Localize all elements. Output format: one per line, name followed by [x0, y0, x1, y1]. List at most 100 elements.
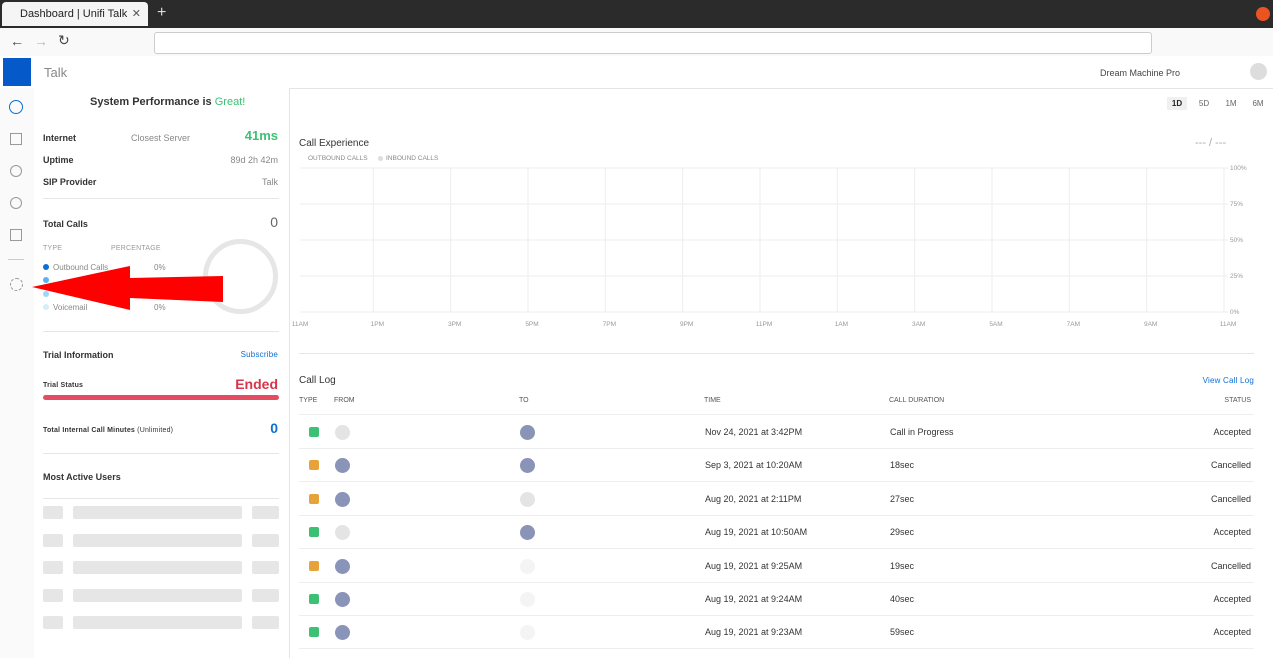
- forward-button[interactable]: →: [34, 33, 48, 49]
- call-time: Aug 19, 2021 at 9:23AM: [705, 627, 803, 638]
- tab-bar: [0, 0, 1273, 28]
- placeholder: [252, 506, 279, 519]
- app-name: Talk: [44, 65, 68, 80]
- x-label: 3PM: [448, 321, 461, 328]
- call-status: Accepted: [1213, 594, 1251, 604]
- nav-divider: [8, 259, 24, 260]
- performance-status: Great!: [214, 96, 246, 108]
- nav-dashboard[interactable]: [9, 100, 23, 114]
- call-type-icon: [309, 560, 319, 571]
- call-experience-summary: --- / ---: [1195, 137, 1227, 149]
- from-icon: [335, 458, 350, 474]
- divider: [299, 448, 1254, 449]
- address-bar[interactable]: [154, 32, 1152, 54]
- divider: [43, 331, 279, 332]
- device-name[interactable]: Dream Machine Pro: [1100, 68, 1181, 78]
- range-button[interactable]: 5D: [1198, 99, 1210, 108]
- from-icon: [335, 525, 350, 541]
- from-icon: [335, 558, 350, 574]
- legend-label: INBOUND CALLS: [386, 155, 439, 162]
- new-tab-button[interactable]: +: [157, 4, 167, 21]
- call-status: Accepted: [1213, 527, 1251, 538]
- call-time: Nov 24, 2021 at 3:42PM: [705, 427, 803, 437]
- nav-settings[interactable]: [10, 278, 23, 291]
- divider: [299, 615, 1254, 616]
- column-header: FROM: [334, 397, 355, 404]
- call-status: Cancelled: [1210, 460, 1251, 471]
- user-avatar[interactable]: [1250, 63, 1267, 80]
- divider: [299, 481, 1254, 483]
- call-duration: 18sec: [890, 460, 915, 471]
- divider: [299, 353, 1254, 354]
- x-label: 7PM: [603, 321, 616, 328]
- to-icon: [520, 425, 535, 440]
- nav-users[interactable]: [10, 165, 22, 177]
- divider: [299, 414, 1254, 415]
- total-calls-label: Total Calls: [43, 219, 88, 229]
- legend-dot: [43, 290, 49, 297]
- placeholder: [43, 506, 63, 519]
- call-duration: 19sec: [890, 560, 915, 571]
- metric-label: SIP Provider: [43, 177, 97, 187]
- app-logo[interactable]: [3, 58, 31, 86]
- col-percentage: PERCENTAGE: [111, 245, 161, 252]
- red-arrow: [32, 266, 223, 310]
- browser-tab[interactable]: Dashboard | Unifi Talk ✕: [2, 2, 148, 26]
- call-type-name: Voicemail: [53, 302, 88, 312]
- placeholder: [73, 561, 242, 574]
- call-time: Aug 20, 2021 at 2:11PM: [705, 493, 802, 504]
- call-status: Accepted: [1213, 627, 1251, 638]
- call-type-icon: [309, 460, 319, 471]
- legend-dot: [378, 156, 383, 161]
- call-experience-chart: 100% 75% 50% 25% 0% 11AM 1PM 3PM 5PM 7PM 9PM 11PM 1A…: [292, 165, 1247, 328]
- range-button[interactable]: 1D: [1167, 97, 1187, 110]
- nav-support[interactable]: [10, 197, 22, 209]
- divider: [299, 514, 1254, 516]
- nav-logs[interactable]: [10, 229, 22, 241]
- reload-button[interactable]: ↻: [58, 32, 70, 48]
- x-label: 1AM: [835, 321, 848, 328]
- performance-title: System Performance is Great!: [90, 96, 245, 108]
- trial-title: Trial Information: [43, 350, 114, 360]
- divider: [299, 648, 1254, 650]
- call-type-percent: 0%: [154, 263, 166, 272]
- y-label: 100%: [1230, 165, 1247, 172]
- placeholder: [43, 561, 63, 574]
- back-button[interactable]: ←: [10, 33, 24, 49]
- divider: [43, 498, 279, 499]
- to-icon: [520, 491, 535, 507]
- legend-dot: [43, 277, 49, 284]
- call-type-icon: [309, 527, 319, 538]
- app-header: [0, 56, 1273, 89]
- close-window[interactable]: [1256, 7, 1270, 21]
- placeholder: [43, 533, 63, 547]
- view-call-log-link[interactable]: View Call Log: [1202, 376, 1254, 385]
- placeholder: [73, 533, 242, 547]
- col-type: TYPE: [43, 245, 63, 252]
- placeholder: [252, 616, 279, 629]
- to-icon: [520, 458, 535, 474]
- y-label: 75%: [1230, 201, 1243, 208]
- from-icon: [335, 425, 350, 440]
- minutes-note: (Unlimited): [137, 427, 174, 434]
- total-calls-value: 0: [270, 214, 278, 230]
- performance-prefix: System Performance is: [90, 96, 212, 108]
- from-icon: [335, 592, 350, 607]
- metric-value: 89d 2h 42m: [230, 155, 278, 165]
- call-type-icon: [309, 427, 319, 437]
- tab-title: Dashboard | Unifi Talk: [20, 8, 128, 20]
- range-button[interactable]: 1M: [1225, 99, 1237, 108]
- subscribe-link[interactable]: Subscribe: [240, 350, 278, 359]
- y-label: 0%: [1230, 309, 1240, 316]
- placeholder: [73, 616, 242, 629]
- x-label: 1PM: [371, 321, 384, 328]
- placeholder: [73, 506, 242, 519]
- call-log-title: Call Log: [299, 375, 336, 386]
- placeholder: [43, 616, 63, 629]
- metric-label: Uptime: [43, 155, 74, 165]
- range-button[interactable]: 6M: [1252, 99, 1264, 108]
- y-label: 25%: [1230, 273, 1243, 280]
- nav-phones[interactable]: [10, 133, 22, 145]
- most-active-title: Most Active Users: [43, 472, 121, 482]
- x-label: 7AM: [1067, 321, 1080, 328]
